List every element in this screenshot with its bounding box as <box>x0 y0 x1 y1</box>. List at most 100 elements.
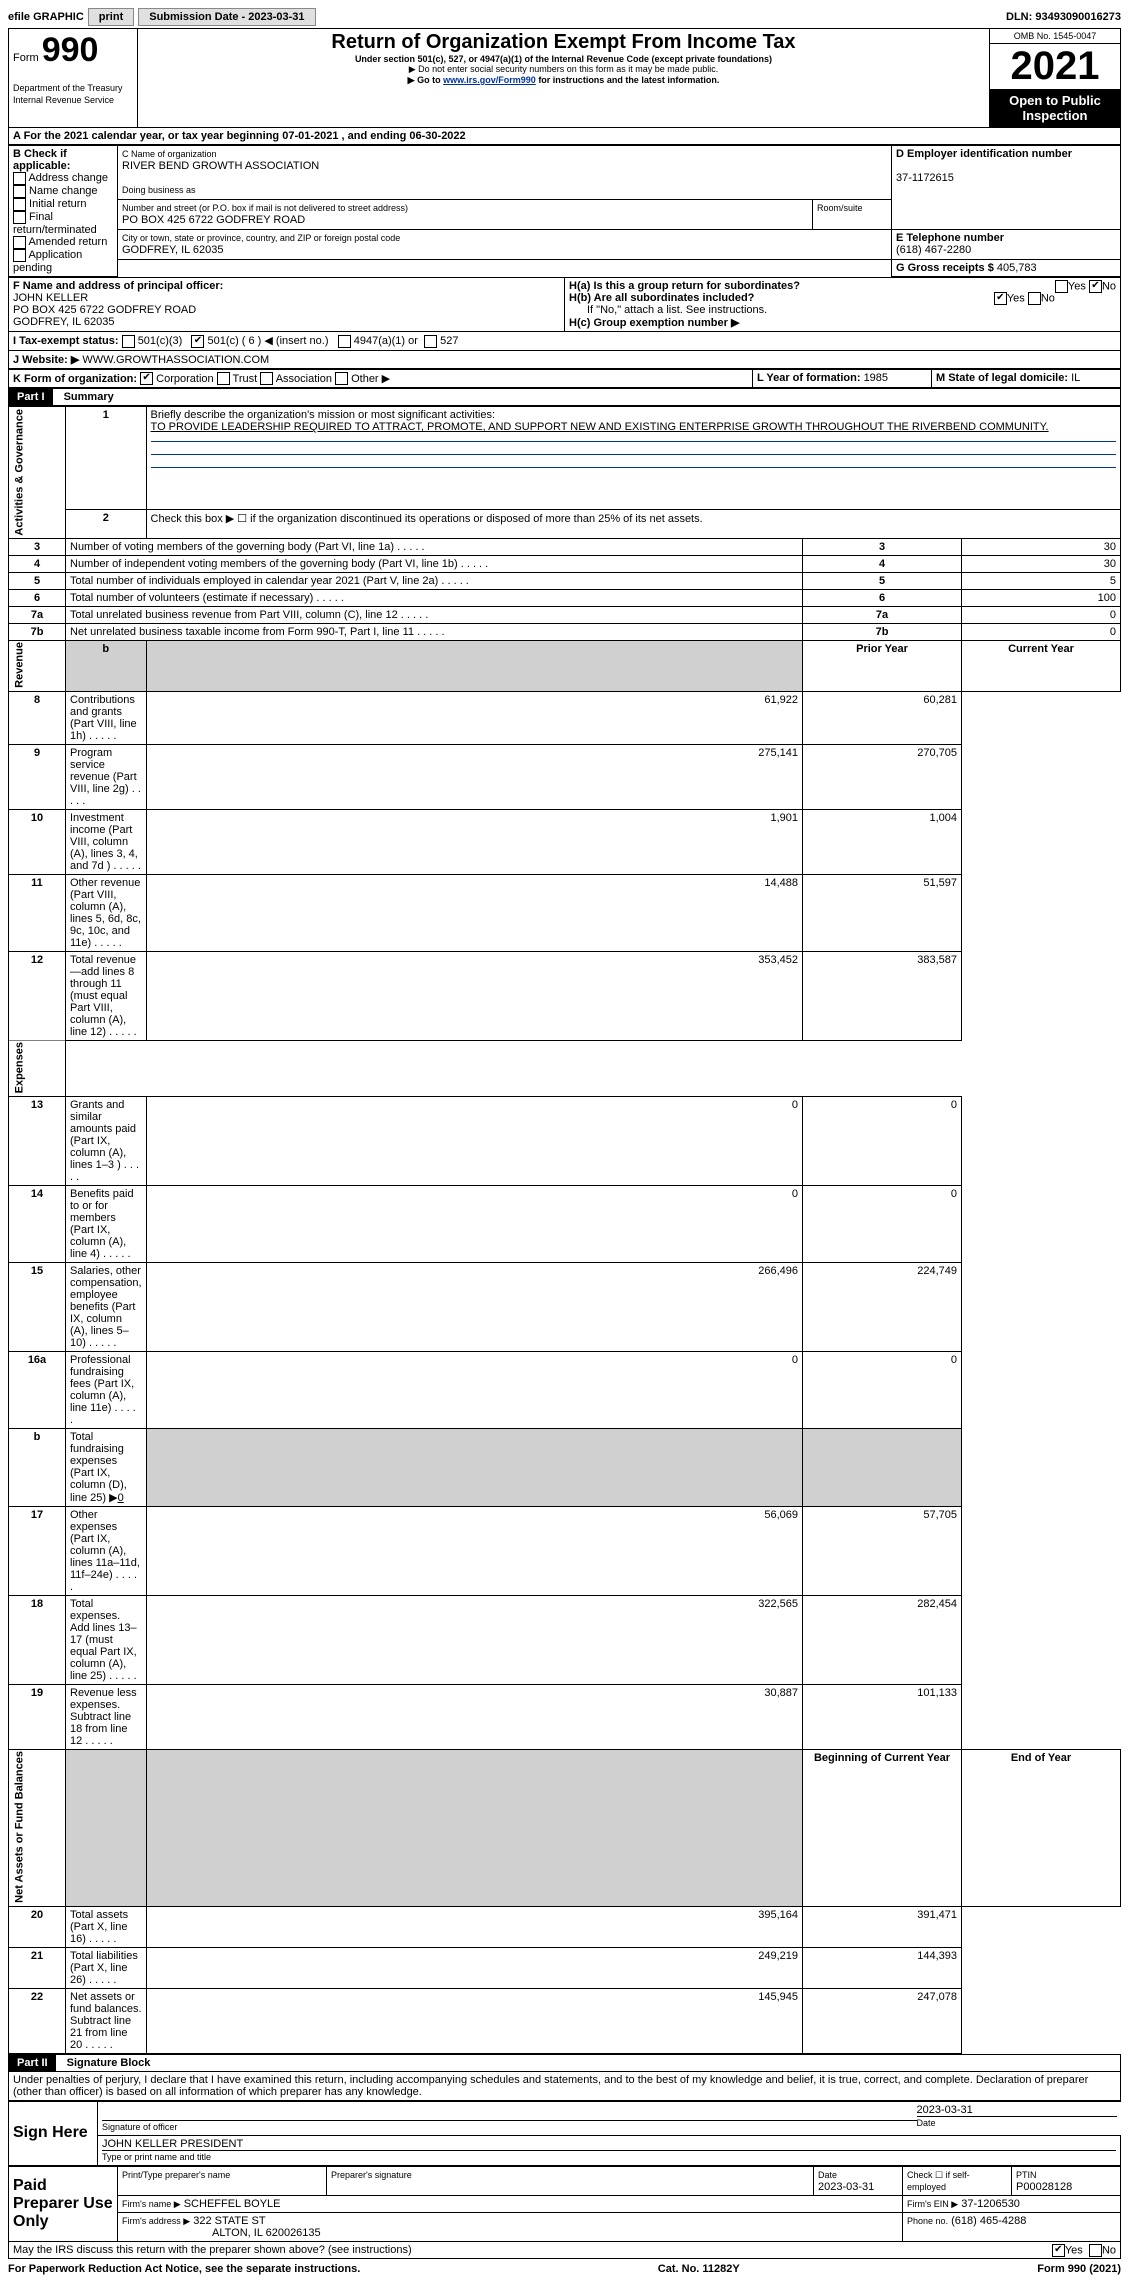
i-label: I Tax-exempt status: <box>13 335 119 347</box>
cat-no: Cat. No. 11282Y <box>658 2263 740 2275</box>
k-check[interactable] <box>335 372 348 385</box>
side-netassets: Net Assets or Fund Balances <box>9 1749 66 1906</box>
ein: 37-1172615 <box>896 172 954 184</box>
line-label: Net assets or fund balances. Subtract li… <box>66 1988 147 2053</box>
discuss-no[interactable] <box>1089 2244 1102 2257</box>
line-label: Total number of individuals employed in … <box>66 572 803 589</box>
side-revenue: Revenue <box>9 640 66 691</box>
k-check[interactable] <box>217 372 230 385</box>
b-check[interactable] <box>13 198 26 211</box>
domicile-state: IL <box>1071 372 1080 384</box>
sign-here-label: Sign Here <box>9 2101 98 2165</box>
prior-year-val: 0 <box>146 1096 802 1185</box>
i-4947-check[interactable] <box>338 335 351 348</box>
fundraising-total: 0 <box>118 1492 124 1504</box>
current-year-val: 144,393 <box>803 1947 962 1988</box>
open-public: Open to Public Inspection <box>990 89 1120 127</box>
form-header: Form 990 Department of the Treasury Inte… <box>8 28 1121 128</box>
i-501c3-check[interactable] <box>122 335 135 348</box>
i-501c-check[interactable] <box>191 335 204 348</box>
line-val: 30 <box>962 538 1121 555</box>
current-year-val: 0 <box>803 1185 962 1262</box>
phone: (618) 467-2280 <box>896 244 971 256</box>
b-check[interactable] <box>13 172 26 185</box>
b-check[interactable] <box>13 236 26 249</box>
city-state-zip: GODFREY, IL 62035 <box>122 244 224 256</box>
prior-year-val: 275,141 <box>146 744 802 809</box>
firm-addr1: 322 STATE ST <box>193 2215 265 2227</box>
b-check[interactable] <box>13 249 26 262</box>
submission-date: Submission Date - 2023-03-31 <box>138 8 315 26</box>
prior-year-val: 56,069 <box>146 1506 802 1595</box>
i-527-check[interactable] <box>424 335 437 348</box>
form-note2: ▶ Go to www.irs.gov/Form990 for instruct… <box>142 75 985 86</box>
part2-header: Part II Signature Block <box>8 2054 1121 2072</box>
paid-preparer-block: Paid Preparer Use Only Print/Type prepar… <box>8 2166 1121 2242</box>
part1-header: Part I Summary <box>8 388 1121 406</box>
current-year-val: 383,587 <box>803 951 962 1040</box>
b-check[interactable] <box>13 185 26 198</box>
sig-date: 2023-03-31 <box>917 2104 1117 2116</box>
line-label: Total assets (Part X, line 16) . . . . . <box>66 1906 147 1947</box>
b-check[interactable] <box>13 211 26 224</box>
ha-no[interactable] <box>1089 280 1102 293</box>
line-label: Salaries, other compensation, employee b… <box>66 1262 147 1351</box>
top-bar: efile GRAPHIC print Submission Date - 20… <box>8 8 1121 26</box>
line-label: Professional fundraising fees (Part IX, … <box>66 1351 147 1428</box>
paperwork-notice: For Paperwork Reduction Act Notice, see … <box>8 2263 360 2275</box>
gross-receipts: 405,783 <box>997 262 1037 274</box>
line-label: Net unrelated business taxable income fr… <box>66 623 803 640</box>
current-year-val: 224,749 <box>803 1262 962 1351</box>
j-label: J Website: ▶ <box>13 354 79 366</box>
line-val: 100 <box>962 589 1121 606</box>
prior-year-val: 0 <box>146 1351 802 1428</box>
dln-label: DLN: 93493090016273 <box>1006 11 1121 23</box>
k-check[interactable] <box>260 372 273 385</box>
omb-number: OMB No. 1545-0047 <box>990 29 1120 44</box>
current-year-val: 60,281 <box>803 691 962 744</box>
part1-table: Activities & Governance 1 Briefly descri… <box>8 406 1121 2054</box>
irs-link[interactable]: www.irs.gov/Form990 <box>443 75 536 85</box>
hb-no[interactable] <box>1028 292 1041 305</box>
form-subtitle: Under section 501(c), 527, or 4947(a)(1)… <box>142 54 985 64</box>
efile-label: efile GRAPHIC <box>8 11 84 23</box>
officer-name: JOHN KELLER <box>13 292 88 304</box>
discuss-row: May the IRS discuss this return with the… <box>8 2242 1121 2259</box>
mission-text: TO PROVIDE LEADERSHIP REQUIRED TO ATTRAC… <box>151 421 1049 433</box>
self-employed-check[interactable]: Check ☐ if self-employed <box>907 2170 970 2192</box>
current-year-val: 0 <box>803 1096 962 1185</box>
prior-year-val: 322,565 <box>146 1595 802 1684</box>
line-val: 30 <box>962 555 1121 572</box>
current-year-val: 282,454 <box>803 1595 962 1684</box>
org-name: RIVER BEND GROWTH ASSOCIATION <box>122 160 319 172</box>
line-label: Total expenses. Add lines 13–17 (must eq… <box>66 1595 147 1684</box>
prior-year-val: 353,452 <box>146 951 802 1040</box>
line-label: Total revenue—add lines 8 through 11 (mu… <box>66 951 147 1040</box>
ha-yes[interactable] <box>1055 280 1068 293</box>
line-label: Other revenue (Part VIII, column (A), li… <box>66 874 147 951</box>
print-button[interactable]: print <box>88 8 134 26</box>
line-label: Investment income (Part VIII, column (A)… <box>66 809 147 874</box>
current-year-val: 1,004 <box>803 809 962 874</box>
officer-h-block: F Name and address of principal officer:… <box>8 277 1121 369</box>
tax-year: 2021 <box>990 44 1120 89</box>
street-address: PO BOX 425 6722 GODFREY ROAD <box>122 214 305 226</box>
k-check[interactable] <box>140 372 153 385</box>
firm-ein: 37-1206530 <box>961 2198 1020 2210</box>
footer: For Paperwork Reduction Act Notice, see … <box>8 2263 1121 2275</box>
prior-year-val: 61,922 <box>146 691 802 744</box>
current-year-val: 0 <box>803 1351 962 1428</box>
calendar-year-row: A For the 2021 calendar year, or tax yea… <box>8 128 1121 145</box>
prior-year-val: 145,945 <box>146 1988 802 2053</box>
firm-name: SCHEFFEL BOYLE <box>184 2198 281 2210</box>
hb-yes[interactable] <box>994 292 1007 305</box>
prior-year-val: 14,488 <box>146 874 802 951</box>
k-l-m-row: K Form of organization: Corporation Trus… <box>8 369 1121 389</box>
prior-year-val: 249,219 <box>146 1947 802 1988</box>
website: WWW.GROWTHASSOCIATION.COM <box>82 354 269 366</box>
b-checkboxes: Address change Name change Initial retur… <box>13 172 108 274</box>
current-year-val: 57,705 <box>803 1506 962 1595</box>
discuss-yes[interactable] <box>1052 2244 1065 2257</box>
line-val: 0 <box>962 623 1121 640</box>
form-title: Return of Organization Exempt From Incom… <box>142 31 985 54</box>
